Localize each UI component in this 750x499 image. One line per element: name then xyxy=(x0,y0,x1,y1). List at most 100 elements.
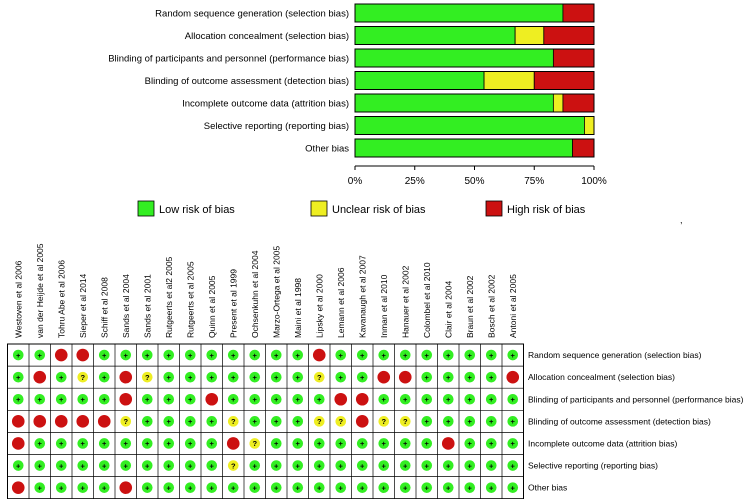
judgement-symbol-low: + xyxy=(102,395,107,404)
bar-outline xyxy=(354,26,595,45)
judgement-low xyxy=(399,460,411,471)
study-label: Sieper et al 2014 xyxy=(78,273,88,338)
judgement-low xyxy=(163,438,175,449)
bar-category-label: Allocation concealment (selection bias) xyxy=(185,31,349,42)
judgement-low xyxy=(249,482,261,493)
judgement-symbol-low: + xyxy=(511,395,516,404)
judgement-symbol-low: + xyxy=(16,395,21,404)
study-label: Westoven et al 2006 xyxy=(13,260,23,338)
judgement-symbol-low: + xyxy=(167,483,172,492)
judgement-symbol-low: + xyxy=(253,395,258,404)
judgement-symbol-low: + xyxy=(382,483,387,492)
judgement-low xyxy=(507,416,519,427)
judgement-symbol-low: + xyxy=(339,461,344,470)
judgement-low xyxy=(292,371,304,383)
judgement-low xyxy=(442,393,454,405)
judgement-low xyxy=(335,438,347,449)
judgement-symbol-low: + xyxy=(188,417,193,426)
judgement-low xyxy=(227,393,239,405)
judgement-low xyxy=(184,438,196,449)
domain-label: Other bias xyxy=(528,483,567,493)
judgement-symbol-low: + xyxy=(145,439,150,448)
judgement-low xyxy=(12,460,24,471)
judgement-symbol-low: + xyxy=(81,439,86,448)
judgement-low xyxy=(184,393,196,405)
judgement-low xyxy=(12,393,24,405)
judgement-symbol-low: + xyxy=(210,483,215,492)
study-label: Inman et al 2010 xyxy=(379,274,389,338)
judgement-symbol-low: + xyxy=(167,439,172,448)
judgement-low xyxy=(184,349,196,361)
judgement-symbol-low: + xyxy=(16,373,21,382)
judgement-symbol-low: + xyxy=(425,439,430,448)
judgement-low xyxy=(141,349,153,361)
judgement-low xyxy=(292,460,304,471)
judgement-low xyxy=(77,482,89,493)
judgement-low xyxy=(356,460,368,471)
judgement-symbol-unclear: ? xyxy=(317,373,322,382)
judgement-symbol-low: + xyxy=(296,461,301,470)
judgement-low xyxy=(378,393,390,405)
domain-label: Incomplete outcome data (attrition bias) xyxy=(528,438,677,448)
judgement-symbol-low: + xyxy=(296,395,301,404)
judgement-low xyxy=(163,393,175,405)
bar-segment-high xyxy=(543,26,595,45)
judgement-symbol-low: + xyxy=(274,373,279,382)
judgement-high xyxy=(119,370,133,384)
bar-category-label: Other bias xyxy=(305,144,349,155)
judgement-low xyxy=(120,438,132,449)
judgement-symbol-low: + xyxy=(403,483,408,492)
judgement-symbol-low: + xyxy=(167,395,172,404)
bar-outline xyxy=(354,48,595,68)
judgement-symbol-low: + xyxy=(468,417,473,426)
judgement-low xyxy=(184,416,196,427)
judgement-symbol-low: + xyxy=(81,483,86,492)
judgement-unclear xyxy=(313,416,325,427)
judgement-low xyxy=(12,349,24,361)
judgement-low xyxy=(399,482,411,493)
judgement-symbol-low: + xyxy=(511,461,516,470)
judgement-symbol-low: + xyxy=(231,483,236,492)
judgement-low xyxy=(270,349,282,361)
study-label: Rutgeerts et al2 2005 xyxy=(164,256,174,338)
judgement-high xyxy=(334,392,348,406)
bar-segment-low xyxy=(354,71,485,90)
judgement-low xyxy=(442,416,454,427)
judgement-high xyxy=(11,415,25,428)
study-label: Hanauer et al 2002 xyxy=(400,265,410,338)
study-label: Ochsenkuhn et al 2004 xyxy=(250,250,260,338)
bar-segment-high xyxy=(533,71,595,90)
judgement-symbol-low: + xyxy=(403,351,408,360)
judgement-symbol-low: + xyxy=(446,417,451,426)
legend-swatch-high xyxy=(485,200,503,217)
judgement-high xyxy=(11,481,25,494)
judgement-low xyxy=(77,438,89,449)
judgement-unclear xyxy=(141,371,153,383)
judgement-low xyxy=(227,482,239,493)
judgement-symbol-low: + xyxy=(274,461,279,470)
judgement-symbol-low: + xyxy=(188,461,193,470)
judgement-low xyxy=(270,460,282,471)
judgement-symbol-low: + xyxy=(188,439,193,448)
judgement-low xyxy=(507,438,519,449)
judgement-low xyxy=(141,416,153,427)
judgement-low xyxy=(292,416,304,427)
judgement-low xyxy=(378,349,390,361)
judgement-low xyxy=(206,416,218,427)
judgement-unclear xyxy=(313,371,325,383)
judgement-low xyxy=(141,438,153,449)
judgement-symbol-low: + xyxy=(489,373,494,382)
judgement-low xyxy=(34,438,46,449)
legend-swatch-low xyxy=(137,200,155,217)
judgement-low xyxy=(206,371,218,383)
judgement-symbol-low: + xyxy=(102,351,107,360)
judgement-symbol-low: + xyxy=(167,351,172,360)
judgement-low xyxy=(356,438,368,449)
judgement-symbol-low: + xyxy=(253,461,258,470)
judgement-symbol-low: + xyxy=(489,439,494,448)
judgement-low xyxy=(485,349,497,361)
study-label: Kavanaugh et al 2007 xyxy=(357,255,367,338)
judgement-symbol-low: + xyxy=(317,461,322,470)
x-tick-label: 75% xyxy=(524,176,544,187)
judgement-symbol-unclear: ? xyxy=(123,417,128,426)
